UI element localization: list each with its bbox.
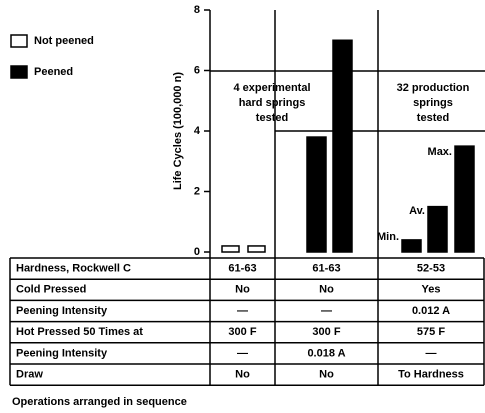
cell: 61-63 [312, 263, 340, 275]
legend-swatch [10, 65, 28, 79]
bar [332, 39, 353, 253]
y-tick-label: 6 [194, 64, 200, 76]
cell: 61-63 [228, 263, 256, 275]
bar-label: Av. [409, 205, 425, 217]
cell: No [319, 369, 334, 381]
row-label: Cold Pressed [16, 284, 86, 296]
bar [454, 145, 475, 253]
legend-label: Not peened [34, 35, 94, 47]
annotation: hard springs [239, 97, 306, 109]
y-tick-label: 4 [194, 125, 201, 137]
row-label: Draw [16, 369, 43, 381]
cell: No [235, 369, 250, 381]
y-tick-label: 8 [194, 4, 200, 16]
footer: Operations arranged in sequence [12, 396, 187, 408]
bar-label: Max. [428, 146, 452, 158]
bar [221, 245, 240, 253]
cell: No [319, 284, 334, 296]
cell: Yes [422, 284, 441, 296]
annotation: 4 experimental [233, 82, 310, 94]
annotation: springs [413, 97, 453, 109]
bar-label: Min. [377, 231, 399, 243]
cell: 300 F [228, 326, 256, 338]
y-tick-label: 2 [194, 185, 200, 197]
cell: — [237, 305, 248, 317]
row-label: Peening Intensity [16, 305, 108, 317]
cell: 300 F [312, 326, 340, 338]
cell: 0.012 A [412, 305, 450, 317]
cell: — [321, 305, 332, 317]
bar [306, 136, 327, 253]
legend-swatch [10, 34, 28, 48]
row-label: Peening Intensity [16, 347, 108, 359]
row-label: Hardness, Rockwell C [16, 263, 131, 275]
y-tick-label: 0 [194, 246, 200, 258]
legend-label: Peened [34, 66, 73, 78]
cell: 0.018 A [307, 347, 345, 359]
bar [401, 239, 422, 253]
cell: 575 F [417, 326, 445, 338]
bar [427, 205, 448, 253]
annotation: tested [256, 112, 288, 124]
bar [247, 245, 266, 253]
cell: No [235, 284, 250, 296]
annotation: tested [417, 112, 449, 124]
cell: — [237, 347, 248, 359]
y-axis-label: Life Cycles (100,000 n) [172, 72, 184, 190]
row-label: Hot Pressed 50 Times at [16, 326, 143, 338]
cell: To Hardness [398, 369, 464, 381]
cell: 52-53 [417, 263, 445, 275]
cell: — [426, 347, 437, 359]
annotation: 32 production [397, 82, 470, 94]
